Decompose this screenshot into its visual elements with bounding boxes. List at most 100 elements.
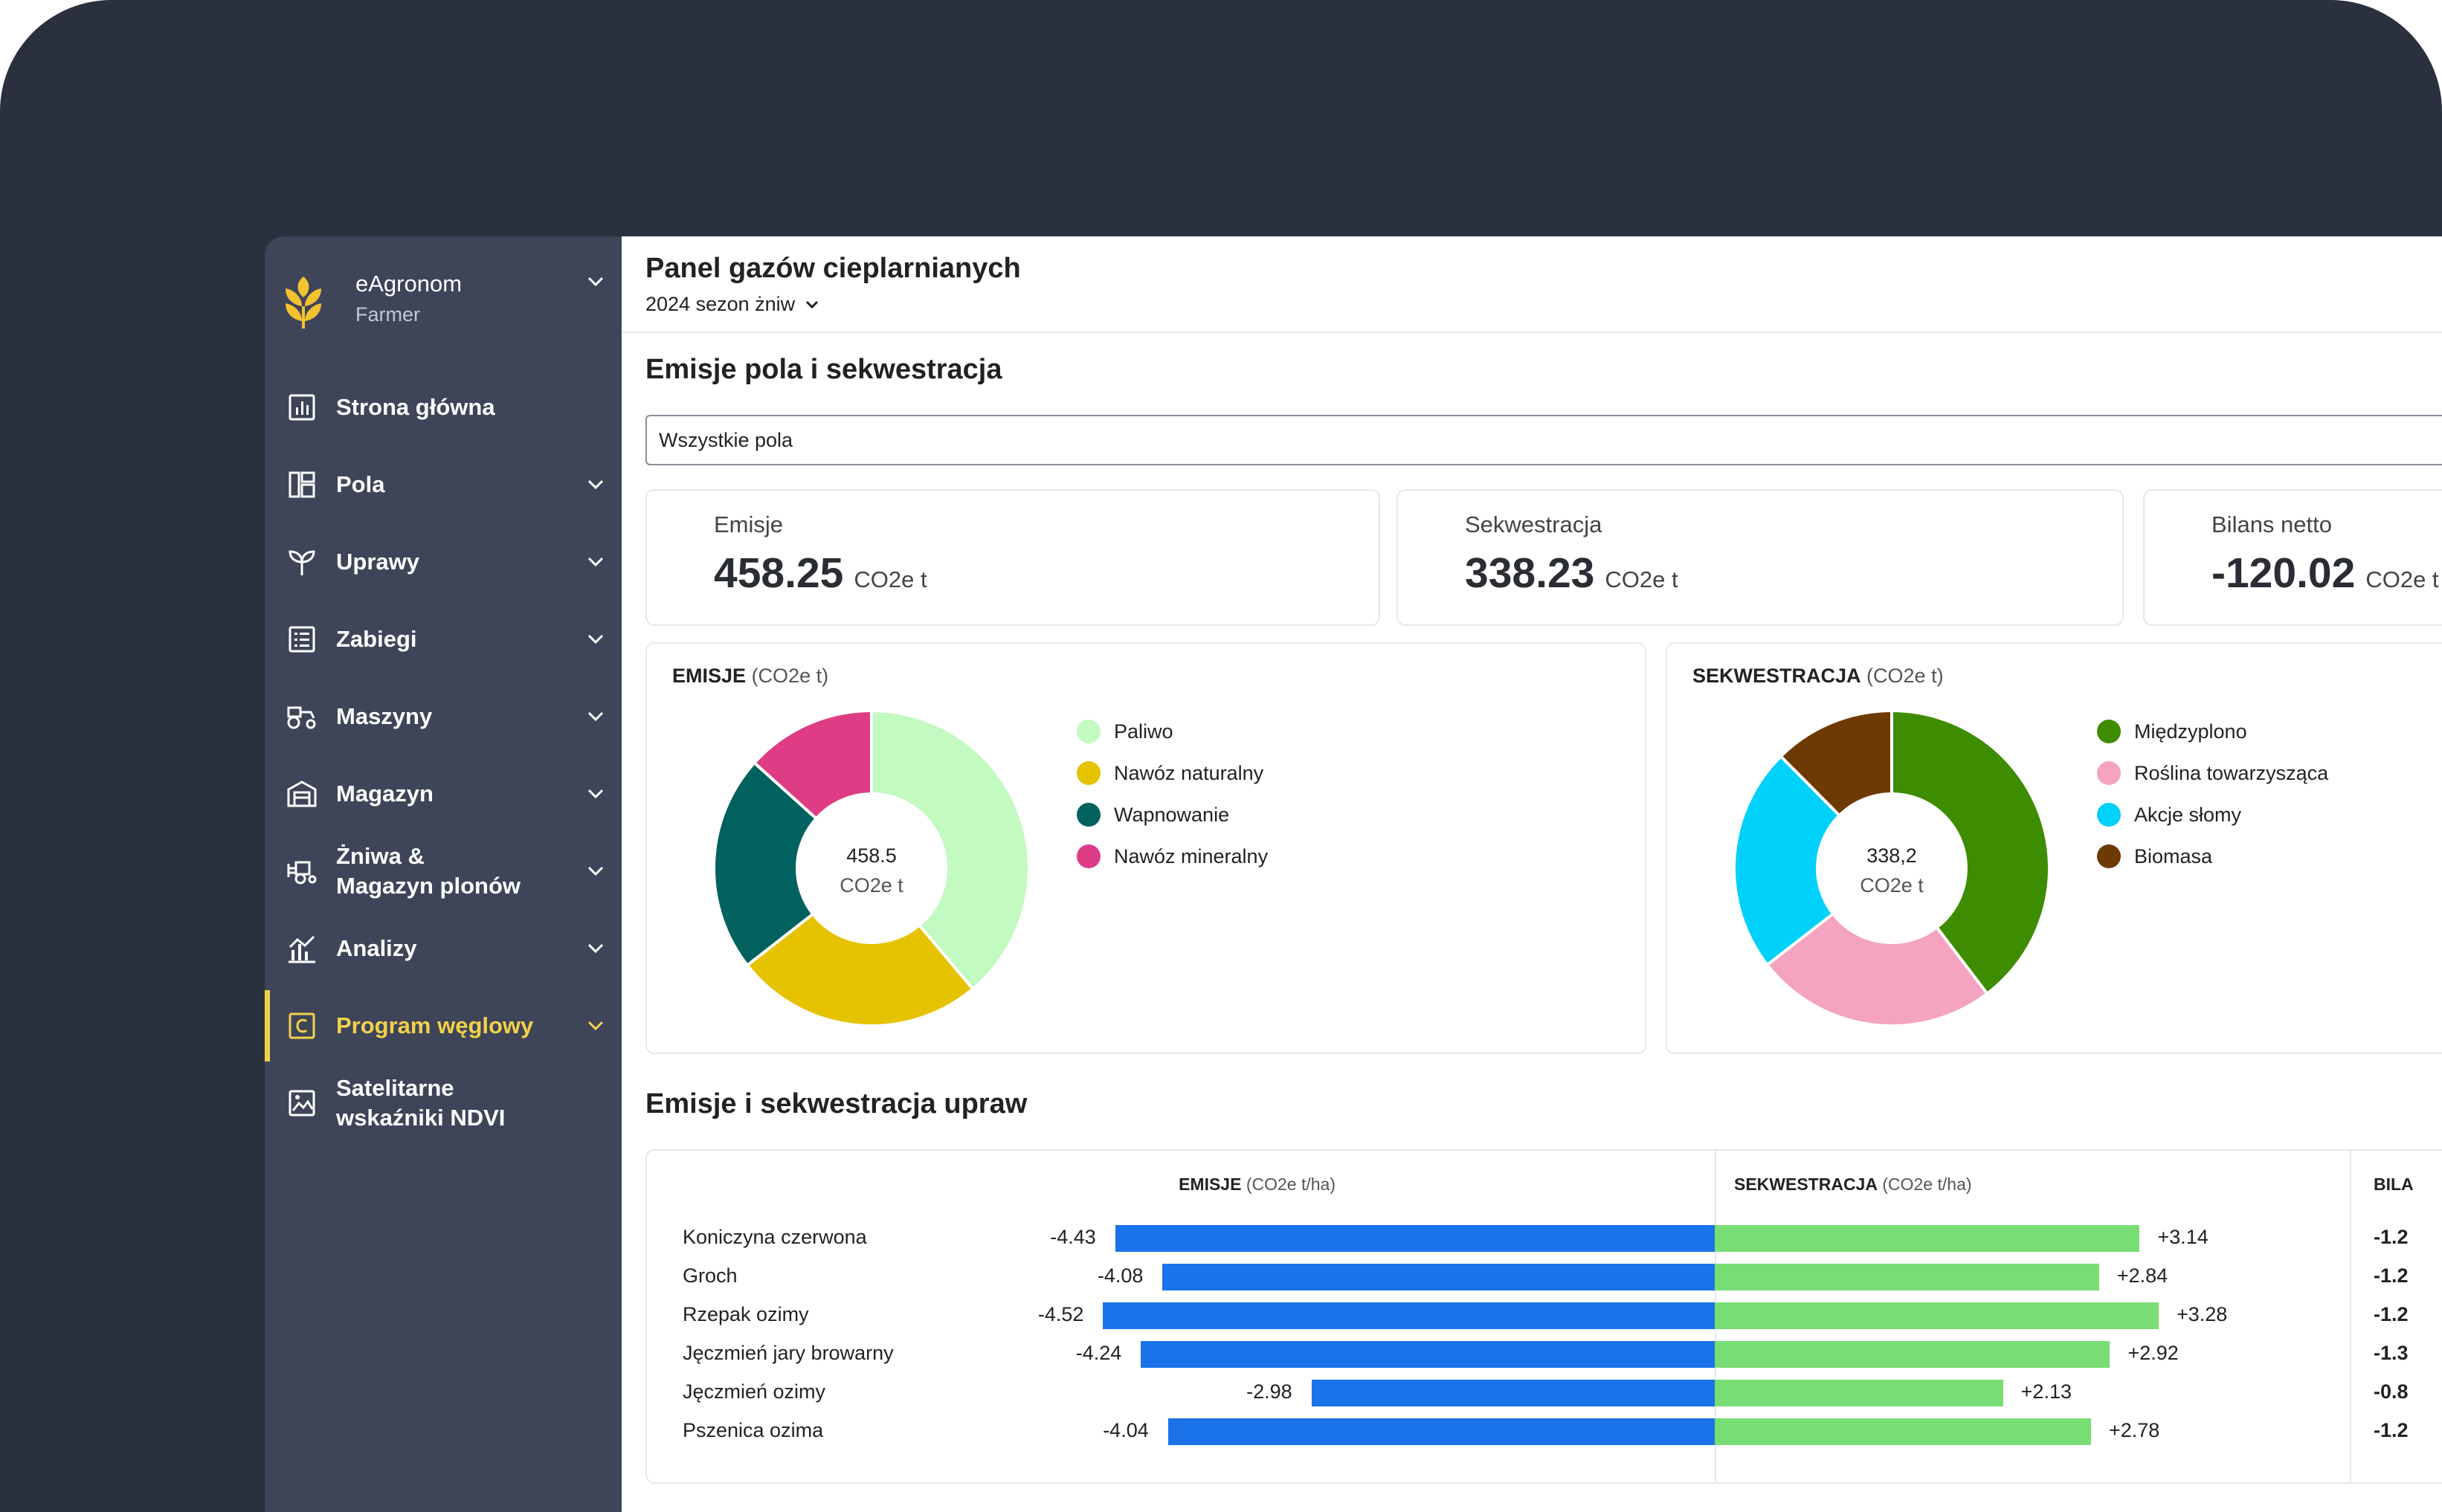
legend-item: Roślina towarzysząca: [2097, 752, 2328, 794]
emissions-value-label: -4.08: [1097, 1264, 1144, 1287]
donut-slice-wapnowanie[interactable]: [712, 760, 819, 968]
brand-subtitle: Farmer: [355, 303, 420, 326]
sidebar-item-home[interactable]: Strona główna: [265, 369, 622, 446]
sidebar-item-label: Satelitarne wskaźniki NDVI: [336, 1073, 505, 1133]
legend-item: Wapnowanie: [1077, 794, 1268, 836]
chevron-down-icon: [587, 789, 604, 799]
kpi-card-net-balance: Bilans netto -120.02 CO2e t: [2143, 489, 2442, 626]
list-icon: [289, 626, 315, 653]
balance-value-label: -1.2: [2374, 1264, 2409, 1287]
sidebar-item-ndvi[interactable]: Satelitarne wskaźniki NDVI: [265, 1064, 622, 1142]
sidebar-item-treatments[interactable]: Zabiegi: [265, 601, 622, 678]
sidebar: eAgronom Farmer Strona główna Pola Upraw…: [265, 236, 622, 1512]
donut-slice-nawoz-mineralny[interactable]: [752, 708, 873, 821]
sprout-icon: [289, 550, 315, 575]
fields-filter-value: Wszystkie pola: [659, 428, 793, 451]
emissions-bar[interactable]: [1141, 1341, 1715, 1368]
legend-label: Wapnowanie: [1114, 803, 1230, 826]
chevron-down-icon: [587, 943, 604, 954]
emissions-chart-card: EMISJE (CO2e t) 458.5 CO2e t Paliwo Nawóz…: [645, 642, 1646, 1054]
crop-label: Jęczmień ozimy: [683, 1380, 826, 1403]
emissions-value-label: -2.98: [1246, 1380, 1292, 1403]
sequestration-value-label: +3.28: [2176, 1303, 2228, 1325]
season-selector[interactable]: 2024 sezon żniw: [645, 293, 819, 316]
sidebar-item-label-line2: Magazyn plonów: [336, 873, 521, 899]
column-header-balance: BILA: [2374, 1175, 2414, 1195]
legend-item: Nawóz mineralny: [1077, 836, 1268, 877]
sidebar-item-warehouse[interactable]: Magazyn: [265, 755, 622, 833]
crop-label: Pszenica ozima: [683, 1419, 824, 1441]
chart-title-text: EMISJE: [672, 665, 747, 687]
balance-value-label: -0.8: [2374, 1380, 2409, 1403]
emissions-bar[interactable]: [1103, 1302, 1715, 1329]
brand-switcher[interactable]: eAgronom Farmer: [281, 266, 622, 333]
emissions-bar[interactable]: [1311, 1380, 1715, 1406]
sidebar-item-crops[interactable]: Uprawy: [265, 523, 622, 601]
section-title-crops: Emisje i sekwestracja upraw: [645, 1088, 1028, 1120]
donut-slice-nawoz-naturalny[interactable]: [745, 911, 976, 1027]
kpi-value-row: 458.25 CO2e t: [714, 549, 927, 598]
column-header-emissions-unit: (CO2e t/ha): [1246, 1175, 1336, 1194]
sidebar-item-label: Maszyny: [336, 703, 433, 729]
kpi-unit: CO2e t: [854, 566, 927, 592]
crop-label: Koniczyna czerwona: [683, 1226, 867, 1248]
legend-dot: [1077, 844, 1101, 868]
sequestration-value-label: +2.78: [2108, 1419, 2160, 1441]
emissions-value-label: -4.43: [1050, 1226, 1096, 1248]
sidebar-item-label: Strona główna: [336, 394, 495, 420]
emissions-bar[interactable]: [1167, 1418, 1715, 1445]
legend-dot: [1077, 803, 1101, 827]
donut-slice-paliwo[interactable]: [870, 708, 1031, 992]
sequestration-bar[interactable]: [1715, 1302, 2159, 1329]
legend-item: Paliwo: [1077, 711, 1268, 752]
legend-dot: [2097, 720, 2121, 743]
page-header: Panel gazów cieplarnianych 2024 sezon żn…: [622, 236, 2442, 333]
sequestration-bar[interactable]: [1715, 1225, 2140, 1252]
legend-label: Roślina towarzysząca: [2134, 761, 2329, 784]
chevron-down-icon: [587, 479, 604, 490]
carbon-icon: [289, 1012, 315, 1039]
donut-slice-miedzyplono[interactable]: [1890, 708, 2051, 996]
sidebar-item-label: Uprawy: [336, 549, 419, 575]
emissions-bar[interactable]: [1115, 1225, 1715, 1252]
balance-value-label: -1.2: [2374, 1226, 2409, 1248]
harvester-icon: [287, 861, 317, 885]
sequestration-bar[interactable]: [1715, 1264, 2099, 1290]
chevron-down-icon: [587, 711, 604, 722]
sidebar-item-analytics[interactable]: Analizy: [265, 910, 622, 987]
sidebar-item-fields[interactable]: Pola: [265, 446, 622, 523]
fields-filter-select[interactable]: Wszystkie pola: [645, 415, 2442, 465]
sequestration-bar[interactable]: [1715, 1341, 2110, 1368]
chart-title-text: SEKWESTRACJA: [1692, 665, 1861, 687]
column-header-sequestration: SEKWESTRACJA (CO2e t/ha): [1734, 1175, 1972, 1195]
season-label: 2024 sezon żniw: [645, 293, 796, 315]
kpi-label: Emisje: [714, 511, 784, 537]
sequestration-chart-card: SEKWESTRACJA (CO2e t) 338,2 CO2e t Międz…: [1666, 642, 2442, 1054]
sequestration-bar[interactable]: [1715, 1380, 2003, 1406]
emissions-value-label: -4.24: [1075, 1342, 1122, 1364]
emissions-bar[interactable]: [1162, 1264, 1715, 1290]
kpi-label: Sekwestracja: [1465, 511, 1602, 537]
legend-item: Biomasa: [2097, 836, 2328, 877]
chevron-down-icon: [587, 634, 604, 644]
donut-slice-roslina-towarzyszaca[interactable]: [1765, 911, 1990, 1027]
sidebar-item-carbon-program[interactable]: Program węglowy: [265, 987, 622, 1064]
sidebar-item-harvest[interactable]: Żniwa & Magazyn plonów: [265, 833, 622, 910]
satellite-image-icon: [289, 1090, 315, 1117]
donut-slice-akcje-slomy[interactable]: [1733, 754, 1842, 967]
donut-center-unit: CO2e t: [840, 874, 903, 896]
column-header-emissions-title: EMISJE: [1179, 1175, 1242, 1194]
crop-label: Rzepak ozimy: [683, 1303, 809, 1325]
sidebar-item-machines[interactable]: Maszyny: [265, 678, 622, 755]
donut-slice-biomasa[interactable]: [1778, 708, 1893, 818]
legend-label: Akcje słomy: [2134, 803, 2242, 826]
legend-label: Biomasa: [2134, 844, 2213, 868]
sequestration-bar[interactable]: [1715, 1418, 2091, 1445]
chevron-down-icon: [806, 300, 819, 308]
sidebar-item-label: Magazyn: [336, 781, 434, 807]
emissions-value-label: -4.52: [1037, 1303, 1084, 1325]
kpi-value: 458.25: [714, 549, 844, 597]
emissions-donut-chart: [712, 708, 1031, 1027]
page-title: Panel gazów cieplarnianych: [645, 253, 1021, 284]
sequestration-donut-chart: [1733, 708, 2051, 1027]
